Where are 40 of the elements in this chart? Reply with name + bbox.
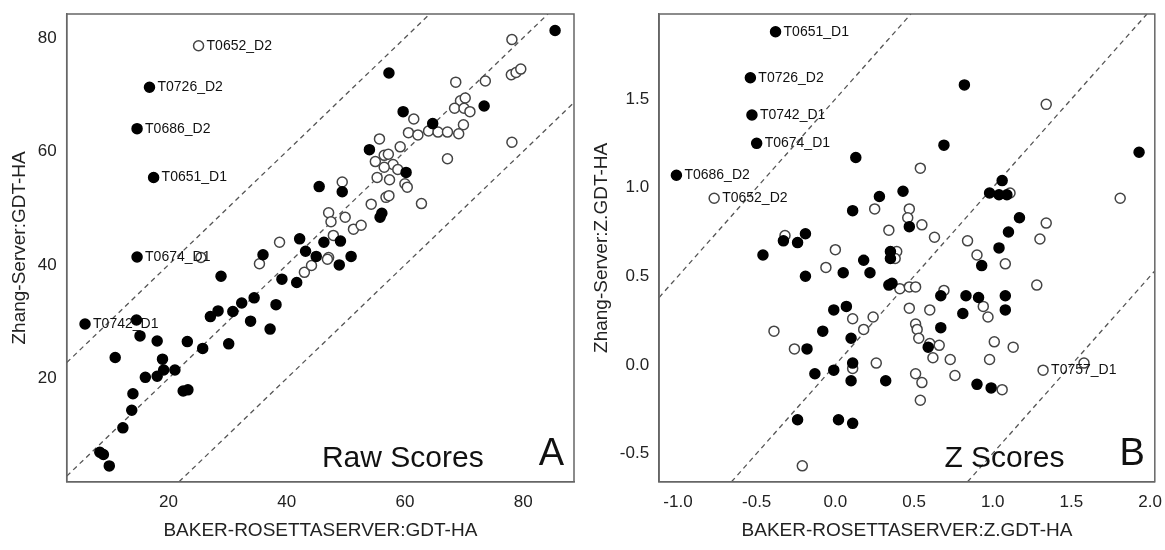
annotation: T0757_D1 — [1051, 361, 1117, 378]
y-axis-title: Zhang-Server:GDT-HA — [7, 150, 29, 345]
annotation: T0686_D2 — [684, 166, 750, 183]
x-tick-label: 0.0 — [823, 491, 848, 511]
y-tick-label: 40 — [37, 254, 57, 274]
annotation: A — [538, 431, 565, 474]
y-tick-label: 1.0 — [625, 177, 650, 197]
x-tick-label: -1.0 — [663, 491, 693, 511]
y-tick-label: 1.5 — [625, 88, 650, 108]
annotation: T0742_D1 — [759, 105, 826, 122]
annotation: T0742_D1 — [93, 314, 159, 331]
annotation: Raw Scores — [321, 440, 484, 474]
annotation: T0651_D1 — [783, 22, 850, 39]
x-tick-label: 0.5 — [902, 491, 926, 511]
annotation: Z Scores — [944, 440, 1065, 474]
y-tick-label: 60 — [37, 141, 57, 161]
annotation: T0652_D2 — [206, 36, 273, 53]
y-tick-label: 0.5 — [625, 265, 650, 285]
annotation: T0651_D1 — [161, 168, 228, 185]
x-axis-title: BAKER-ROSETTASERVER:Z.GDT-HA — [741, 518, 1073, 540]
y-axis-title: Zhang-Server:Z.GDT-HA — [589, 142, 611, 353]
x-tick-label: 40 — [277, 491, 297, 511]
x-axis-title: BAKER-ROSETTASERVER:GDT-HA — [163, 518, 478, 540]
annotation: B — [1119, 431, 1145, 474]
x-tick-label: 60 — [395, 491, 415, 511]
x-tick-label: 1.5 — [1059, 491, 1084, 511]
y-tick-label: 20 — [37, 368, 57, 388]
annotation: T0674_D1 — [764, 134, 831, 151]
annotation: T0726_D2 — [758, 68, 824, 85]
annotation: T0652_D2 — [722, 189, 788, 206]
y-tick-label: -0.5 — [619, 443, 650, 463]
x-tick-label: 2.0 — [1138, 491, 1162, 511]
x-tick-label: 1.0 — [980, 491, 1005, 511]
y-tick-label: 0.0 — [625, 354, 650, 374]
x-tick-label: -0.5 — [742, 491, 772, 511]
x-tick-label: 80 — [513, 491, 533, 511]
x-tick-label: 20 — [158, 491, 178, 511]
y-tick-label: 80 — [37, 27, 57, 47]
annotation: T0686_D2 — [145, 119, 211, 136]
annotation: T0726_D2 — [157, 78, 224, 95]
